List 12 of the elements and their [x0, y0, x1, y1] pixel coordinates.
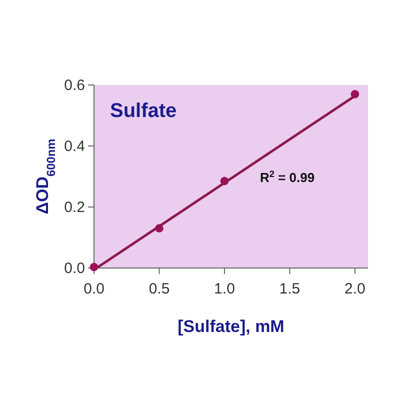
x-tick-label: 0.0 — [84, 280, 104, 298]
x-tick-label: 2.0 — [344, 280, 366, 298]
annotation: R$^{2}$ = 0.99 — [260, 169, 315, 185]
y-tick-label: 0.6 — [64, 76, 85, 94]
y-tick-label: 0.4 — [64, 138, 85, 155]
x-tick-label: 0.5 — [148, 280, 170, 298]
y-tick-label: 0.2 — [64, 198, 85, 216]
y-tick-label: 0.0 — [64, 260, 85, 277]
x-axis-title: [Sulfate], mM — [178, 317, 284, 336]
x-tick-label: 1.0 — [214, 280, 235, 298]
text: Sulfate — [110, 100, 177, 122]
x-tick-label: 1.5 — [279, 280, 300, 298]
